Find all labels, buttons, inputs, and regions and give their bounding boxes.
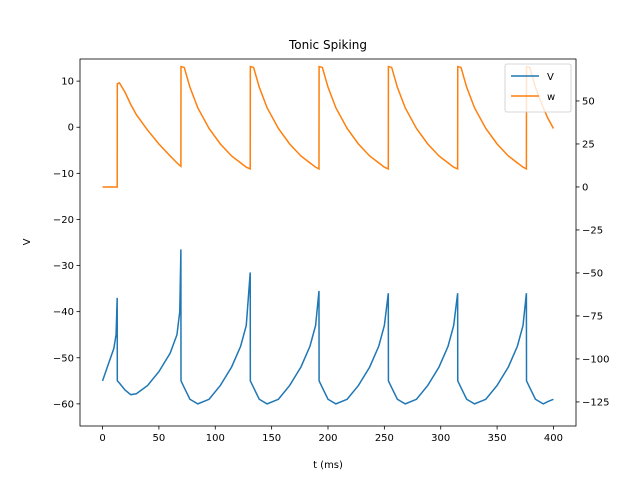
series-line (102, 65, 555, 188)
x-tick-label: 100 (206, 433, 225, 444)
y-tick-label: 0 (68, 123, 74, 134)
y-tick-label: 10 (61, 77, 74, 88)
y2-tick-label: 50 (582, 96, 595, 107)
y-tick-label: −10 (53, 169, 74, 180)
legend-label: V (547, 72, 554, 83)
y-tick-label: −20 (53, 215, 74, 226)
y2-tick-label: −75 (582, 311, 603, 322)
y2-tick-label: −50 (582, 268, 603, 279)
y-tick-label: −60 (53, 399, 74, 410)
x-tick-label: 350 (488, 433, 507, 444)
y-axis-label: V (22, 238, 33, 245)
x-tick-label: 150 (262, 433, 281, 444)
series-line (101, 249, 554, 405)
x-tick-label: 400 (544, 433, 563, 444)
y2-tick-label: −25 (582, 225, 603, 236)
x-tick-label: 250 (375, 433, 394, 444)
chart-title: Tonic Spiking (288, 38, 367, 52)
x-tick-label: 300 (431, 433, 450, 444)
x-tick-label: 200 (318, 433, 337, 444)
y2-tick-label: −100 (582, 354, 609, 365)
y-tick-label: −30 (53, 261, 74, 272)
x-tick-label: 0 (99, 433, 105, 444)
legend-label: w (547, 92, 555, 103)
plot-frame (79, 58, 577, 427)
x-axis-label: t (ms) (313, 460, 343, 471)
y-tick-label: −50 (53, 353, 74, 364)
legend-box (504, 63, 572, 113)
y2-tick-label: −125 (582, 397, 609, 408)
y-tick-label: −40 (53, 307, 74, 318)
y2-tick-label: 0 (582, 182, 588, 193)
y2-tick-label: 25 (582, 139, 595, 150)
x-tick-label: 50 (153, 433, 166, 444)
